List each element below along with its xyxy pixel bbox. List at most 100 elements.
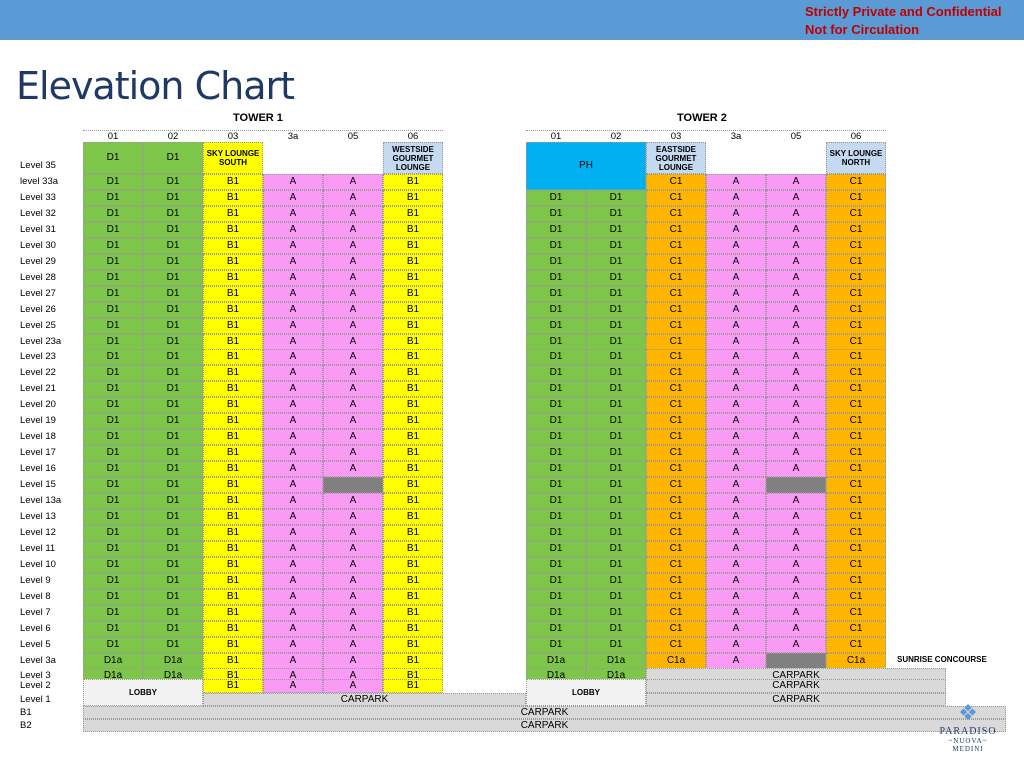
unit-cell: A <box>263 349 323 366</box>
tower-1-unit-header: 02 <box>143 130 203 142</box>
unavailable-cell <box>766 477 826 494</box>
unit-cell: B1 <box>383 413 443 430</box>
unit-cell: A <box>766 269 826 286</box>
unit-cell: C1 <box>646 540 706 557</box>
page-title: Elevation Chart <box>16 64 295 108</box>
logo-sub-1: ~NUOVA~ <box>948 737 988 745</box>
unit-cell: C1 <box>646 365 706 382</box>
level-label: Level 32 <box>20 207 56 219</box>
unit-cell: D1 <box>586 349 646 366</box>
unit-cell: A <box>766 588 826 605</box>
carpark-band: CARPARK <box>83 719 1006 732</box>
unit-cell: A <box>706 445 766 462</box>
unit-cell: D1 <box>143 189 203 206</box>
unit-cell: D1 <box>83 333 143 350</box>
level-label: Level 1 <box>20 694 51 705</box>
unit-cell: C1 <box>826 333 886 350</box>
unit-cell: A <box>323 540 383 557</box>
westside-gourmet-lounge: WESTSIDE GOURMET LOUNGE <box>383 142 443 174</box>
unit-cell: A <box>706 269 766 286</box>
unit-cell: A <box>263 508 323 525</box>
unit-cell: D1 <box>143 333 203 350</box>
unit-cell: B1 <box>203 636 263 653</box>
unit-cell: D1 <box>586 253 646 270</box>
unit-cell: B1 <box>203 237 263 254</box>
unit-cell: A <box>706 285 766 302</box>
unit-cell: C1 <box>646 333 706 350</box>
unit-cell: C1 <box>826 221 886 238</box>
unit-cell: D1 <box>83 636 143 653</box>
unit-cell: D1 <box>526 620 586 637</box>
unit-cell: B1 <box>383 572 443 589</box>
unit-cell: D1 <box>143 508 203 525</box>
unit-cell: A <box>323 679 383 693</box>
unit-cell: D1 <box>586 445 646 462</box>
unit-cell: A <box>263 524 323 541</box>
unit-cell: A <box>766 556 826 573</box>
unit-cell: A <box>766 285 826 302</box>
unit-cell: C1 <box>646 493 706 509</box>
unit-cell: A <box>323 205 383 222</box>
unit-cell: D1 <box>143 365 203 382</box>
sunrise-concourse-label: SUNRISE CONCOURSE <box>897 655 987 664</box>
unit-cell: D1 <box>83 317 143 334</box>
unit-cell: D1 <box>526 572 586 589</box>
unit-cell: D1 <box>83 461 143 478</box>
level-label: Level 35 <box>20 160 56 171</box>
unit-cell: B1 <box>203 269 263 286</box>
unit-cell: A <box>706 333 766 350</box>
tower-2-unit-header: 06 <box>826 130 886 142</box>
unit-cell: B1 <box>383 636 443 653</box>
unit-cell: B1 <box>203 253 263 270</box>
unit-cell: D1 <box>526 349 586 366</box>
carpark-band: CARPARK <box>203 693 526 706</box>
unit-cell: C1 <box>826 445 886 462</box>
unit-cell: D1 <box>526 508 586 525</box>
level-label: Level 10 <box>20 558 56 570</box>
unit-cell: A <box>706 397 766 414</box>
unit-cell: C1 <box>826 477 886 494</box>
unit-cell: C1 <box>646 397 706 414</box>
unit-cell: A <box>323 189 383 206</box>
unit-cell: A <box>323 253 383 270</box>
unit-cell: A <box>263 237 323 254</box>
unit-cell: C1 <box>826 349 886 366</box>
level-label: Level 7 <box>20 606 51 618</box>
unit-cell: B1 <box>383 365 443 382</box>
unit-cell: D1 <box>586 189 646 206</box>
unit-cell: D1 <box>143 493 203 509</box>
unit-cell: D1 <box>143 237 203 254</box>
level-label: Level 23 <box>20 351 56 363</box>
unit-cell: C1 <box>646 269 706 286</box>
unit-cell: B1 <box>383 285 443 302</box>
unit-cell: A <box>766 636 826 653</box>
unit-cell: C1 <box>646 413 706 430</box>
logo-brand: PARADISO <box>939 726 997 737</box>
unit-cell: C1 <box>646 620 706 637</box>
unit-cell: D1 <box>83 413 143 430</box>
unit-cell: C1 <box>826 269 886 286</box>
level-label: Level 20 <box>20 399 56 411</box>
unit-cell: A <box>323 269 383 286</box>
unit-cell: A <box>323 620 383 637</box>
unit-cell: C1 <box>826 413 886 430</box>
unit-cell: D1 <box>83 556 143 573</box>
unit-cell: D1 <box>83 237 143 254</box>
tower-1-unit-header: 03 <box>203 130 263 142</box>
unit-cell: D1 <box>83 269 143 286</box>
level-label: Level 29 <box>20 255 56 267</box>
unit-cell: A <box>706 381 766 398</box>
unit-cell: A <box>766 253 826 270</box>
level-label: level 33a <box>20 176 59 187</box>
unit-cell: C1 <box>826 556 886 573</box>
confidential-line-2: Not for Circulation <box>805 22 920 37</box>
unit-cell: D1 <box>83 205 143 222</box>
unit-cell: D1a <box>586 652 646 669</box>
carpark-band: CARPARK <box>646 693 946 706</box>
unit-cell: C1 <box>826 174 886 190</box>
unit-cell: D1 <box>83 381 143 398</box>
unit-cell: D1a <box>526 652 586 669</box>
unit-cell: C1 <box>646 429 706 446</box>
unit-cell: D1 <box>143 269 203 286</box>
unit-cell: A <box>766 349 826 366</box>
